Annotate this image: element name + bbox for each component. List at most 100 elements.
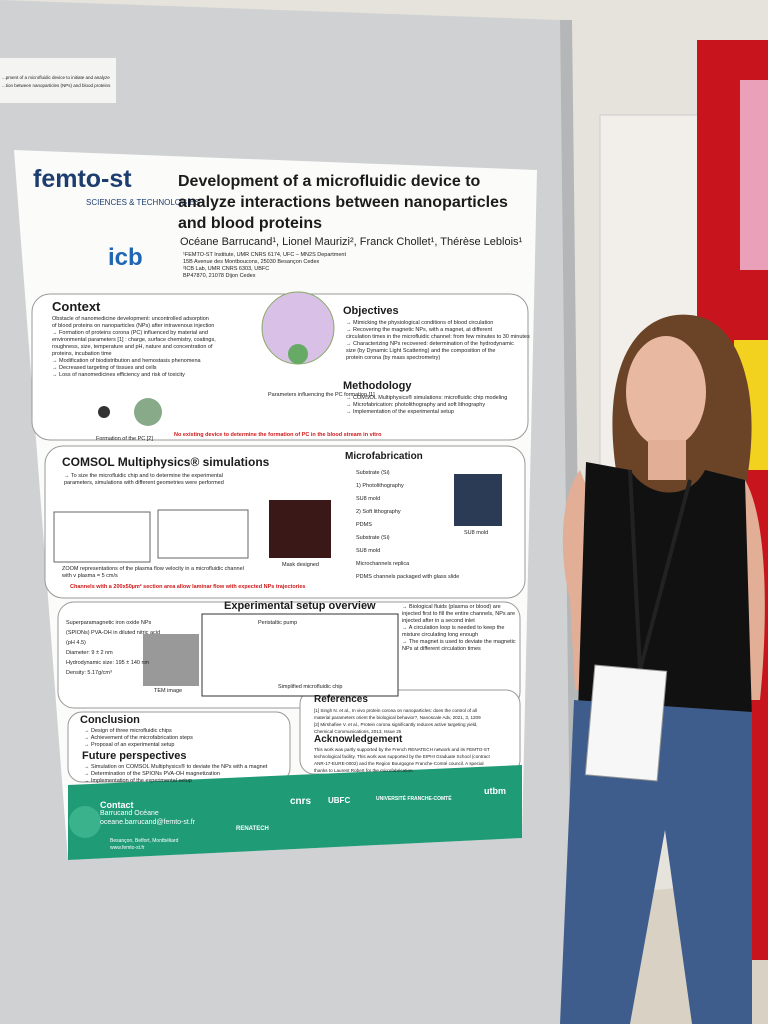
caption: Mask designed <box>282 562 319 568</box>
pc-icon <box>134 398 162 426</box>
heading: Methodology <box>343 380 412 392</box>
sponsor: UNIVERSITÉ FRANCHE-COMTÉ <box>376 796 452 802</box>
experimental-left: Superparamagnetic iron oxide NPs (SPIONs)… <box>66 618 160 678</box>
label-card <box>0 58 116 103</box>
text-line: Superparamagnetic iron oxide NPs <box>66 620 152 626</box>
contact-email: oceane.barrucand@femto-st.fr <box>100 819 196 826</box>
text-line: → Achievement of the microfabrication st… <box>84 735 193 741</box>
text-line: NPs at different circulation times <box>402 646 481 652</box>
right-arm <box>745 480 765 700</box>
authors: Océane Barrucand¹, Lionel Maurizi², Fran… <box>180 236 523 248</box>
text-line: → A circulation loop is needed to keep t… <box>402 625 505 631</box>
heading: References <box>314 694 368 705</box>
text-line: → Formation of proteins corona (PC) infl… <box>52 330 208 336</box>
note: No existing device to determine the form… <box>174 432 382 438</box>
affiliation: ²ICB Lab, UMR CNRS 6303, UBFC <box>183 266 270 272</box>
affiliations: ¹FEMTO-ST Institute, UMR CNRS 6174, UFC … <box>183 252 346 280</box>
future-text: → Simulation on COMSOL Multiphysics® to … <box>84 764 267 785</box>
sponsor: UBFC <box>328 796 351 805</box>
text-line: → Modification of biodistribution and he… <box>52 358 201 364</box>
heading: Acknowledgement <box>314 734 403 745</box>
heading: Conclusion <box>80 714 140 726</box>
text-line: → COMSOL Multiphysics® simulations: micr… <box>346 395 508 401</box>
note: Channels with a 200x50µm² section area a… <box>70 584 306 590</box>
text-line: → Loss of nanomedicines efficiency and r… <box>52 372 185 378</box>
heading: Experimental setup overview <box>224 600 376 612</box>
caption: SU8 mold <box>464 530 489 536</box>
text-line: → The magnet is used to deviate the magn… <box>402 639 516 645</box>
objectives-text: → Mimicking the physiological conditions… <box>346 320 530 362</box>
logo-femto: femto-st <box>33 165 132 193</box>
contact-web: www.femto-st.fr <box>110 845 145 851</box>
text-line: → Proposal of an experimental setup <box>84 742 175 748</box>
label-line: ...pment of a microfluidic device to ini… <box>2 75 110 80</box>
text-line: → Design of three microfluidic chips <box>84 728 172 734</box>
text-line: → Implementation of the experimental set… <box>346 409 454 415</box>
text-line: proteins, incubation time <box>52 351 112 357</box>
mask <box>269 500 331 558</box>
text-line: material parameters orient the biologica… <box>314 715 481 720</box>
text-line: (SPIONs) PVA-OH in diluted nitric acid <box>66 630 161 636</box>
affiliation: BP47870, 21078 Dijon Cedex <box>183 273 256 279</box>
neck <box>648 440 686 480</box>
footer-band <box>68 765 522 860</box>
text-line: → To size the microfluidic chip and to d… <box>64 473 223 479</box>
text-line: [1] Singh N. et al., In vivo protein cor… <box>314 708 477 713</box>
sponsor: RENATECH <box>236 826 269 832</box>
badge <box>584 664 668 782</box>
text-line: Diameter: 9 ± 2 nm <box>66 650 113 656</box>
text-line: technological facility. This work was su… <box>314 754 490 759</box>
affiliation: ¹FEMTO-ST Institute, UMR CNRS 6174, UFC … <box>183 252 347 258</box>
references-text: [1] Singh N. et al., In vivo protein cor… <box>314 707 481 735</box>
label-line: ...tion between nanoparticles (NPs) and … <box>2 83 111 88</box>
text-line: Substrate (Si) <box>356 535 390 541</box>
text-line: injected first to fill the entire channe… <box>402 611 516 617</box>
text-line: Hydrodynamic size: 195 ± 140 nm <box>66 660 150 666</box>
comsol-text: → To size the microfluidic chip and to d… <box>64 473 224 487</box>
affiliation: 15B Avenue des Montboucons, 25030 Besanç… <box>183 259 320 265</box>
text-line: (pH 4.5) <box>66 640 86 646</box>
text-line: parameters, simulations with different g… <box>64 480 224 486</box>
text-line: PDMS channels packaged with glass slide <box>356 574 460 580</box>
text-line: → Mimicking the physiological conditions… <box>346 320 494 326</box>
text-line: → Biological fluids (plasma or blood) ar… <box>402 604 501 610</box>
su8-photo <box>454 474 502 526</box>
text-line: → Decreased targeting of tissues and cel… <box>52 365 157 371</box>
np-icon <box>98 406 110 418</box>
caption: Parameters influencing the PC formation … <box>268 392 375 398</box>
microfabrication-steps: Substrate (Si) 1) Photolithography SU8 mol… <box>356 467 459 584</box>
caption: TEM image <box>154 688 183 694</box>
lanyard <box>628 469 692 671</box>
text-line: ANR-17-EURE-0002) and the Region Bourgog… <box>314 761 484 766</box>
text-line: → Microfabrication: photolithography and… <box>346 402 486 408</box>
heading: COMSOL Multiphysics® simulations <box>62 455 270 469</box>
heading: Objectives <box>343 305 399 317</box>
logo-femto-sub: SCIENCES & TECHNOLOGIES <box>86 198 201 207</box>
jeans <box>560 700 752 1024</box>
contact-name: Barrucand Océane <box>100 810 159 817</box>
text-line: of blood proteins on nanoparticles (NPs)… <box>52 323 215 329</box>
caption: ZOOM representations of the plasma flow … <box>62 566 244 579</box>
face <box>626 336 706 448</box>
heading: Future perspectives <box>82 750 187 762</box>
text-line: This work was partly supported by the Fr… <box>314 747 490 752</box>
text-line: → Characterizing NPs recovered: determin… <box>346 341 514 347</box>
text-line: PDMS <box>356 522 372 528</box>
conclusion-text: → Design of three microfluidic chips → Ac… <box>84 728 193 749</box>
logo-icb: icb <box>108 244 143 271</box>
text-line: environmental parameters [1] : charge, s… <box>52 337 216 343</box>
text-line: circulation times in the microfluidic ch… <box>346 334 530 340</box>
experimental-right: → Biological fluids (plasma or blood) ar… <box>402 604 516 653</box>
poster-title: Development of a microfluidic device to … <box>178 173 508 232</box>
contact-cities: Besançon, Belfort, Montbéliard <box>110 838 179 844</box>
caption: Peristaltic pump <box>258 620 298 626</box>
text-line: → Implementation of the experimental set… <box>84 778 192 784</box>
text-line: 1) Photolithography <box>356 483 404 489</box>
caption: Simplified microfluidic chip <box>278 684 343 690</box>
sim-1 <box>53 511 151 563</box>
methodology-text: → COMSOL Multiphysics® simulations: micr… <box>346 395 507 416</box>
sim-2 <box>157 509 249 559</box>
text-line: mixture circulating long enough <box>402 632 479 638</box>
